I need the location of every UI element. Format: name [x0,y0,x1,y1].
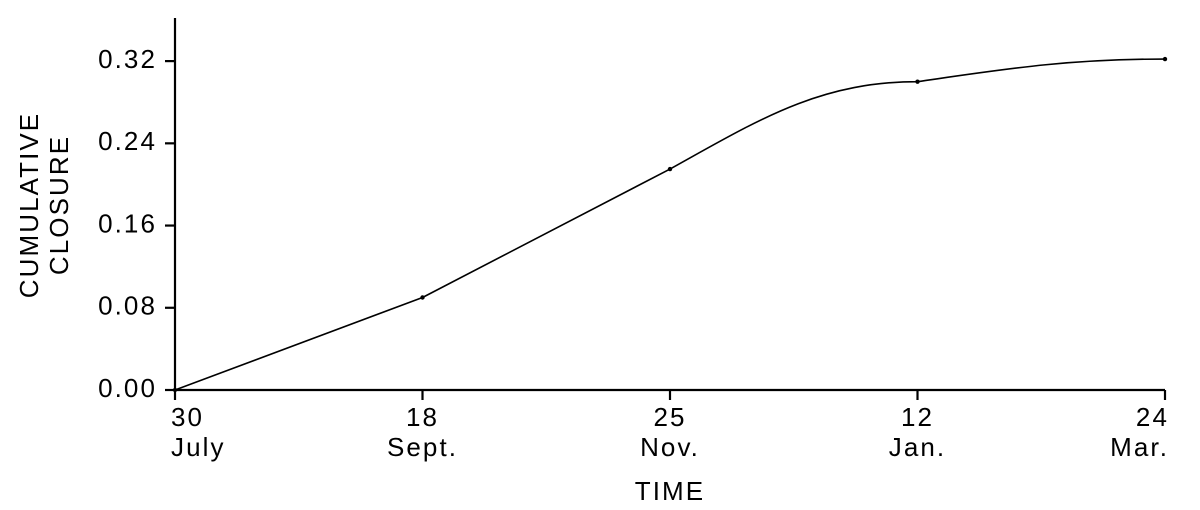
chart-svg: 0.00 0.08 0.16 0.24 0.32 30July 18Sept. 25Nov. 1… [0,0,1200,510]
x-tick-day: 30 [171,402,204,432]
data-point [173,388,177,392]
x-axis-label: TIME [635,476,705,506]
x-tick-day: 18 [406,402,439,432]
y-axis-label-line1: CUMULATIVE [14,112,44,298]
cumulative-closure-chart: 0.00 0.08 0.16 0.24 0.32 30July 18Sept. 25Nov. 1… [0,0,1200,510]
data-point [1163,57,1167,61]
y-tick-label: 0.00 [98,373,157,403]
y-tick-label: 0.16 [98,208,157,238]
x-tick-month: July [171,432,226,462]
x-tick-month: Jan. [889,432,946,462]
x-tick-day: 25 [653,402,686,432]
x-tick-month: Mar. [1110,432,1169,462]
x-tick-day: 24 [1136,402,1169,432]
x-tick-month: Nov. [640,432,700,462]
y-tick-label: 0.24 [98,126,157,156]
y-tick-label: 0.08 [98,291,157,321]
x-tick-month: Sept. [387,432,458,462]
x-tick-day: 12 [901,402,934,432]
data-point [915,79,919,83]
series-line [175,59,1165,390]
y-tick-label: 0.32 [98,44,157,74]
data-point [668,167,672,171]
data-point [420,295,424,299]
y-axis-label-line2: CLOSURE [44,135,74,275]
